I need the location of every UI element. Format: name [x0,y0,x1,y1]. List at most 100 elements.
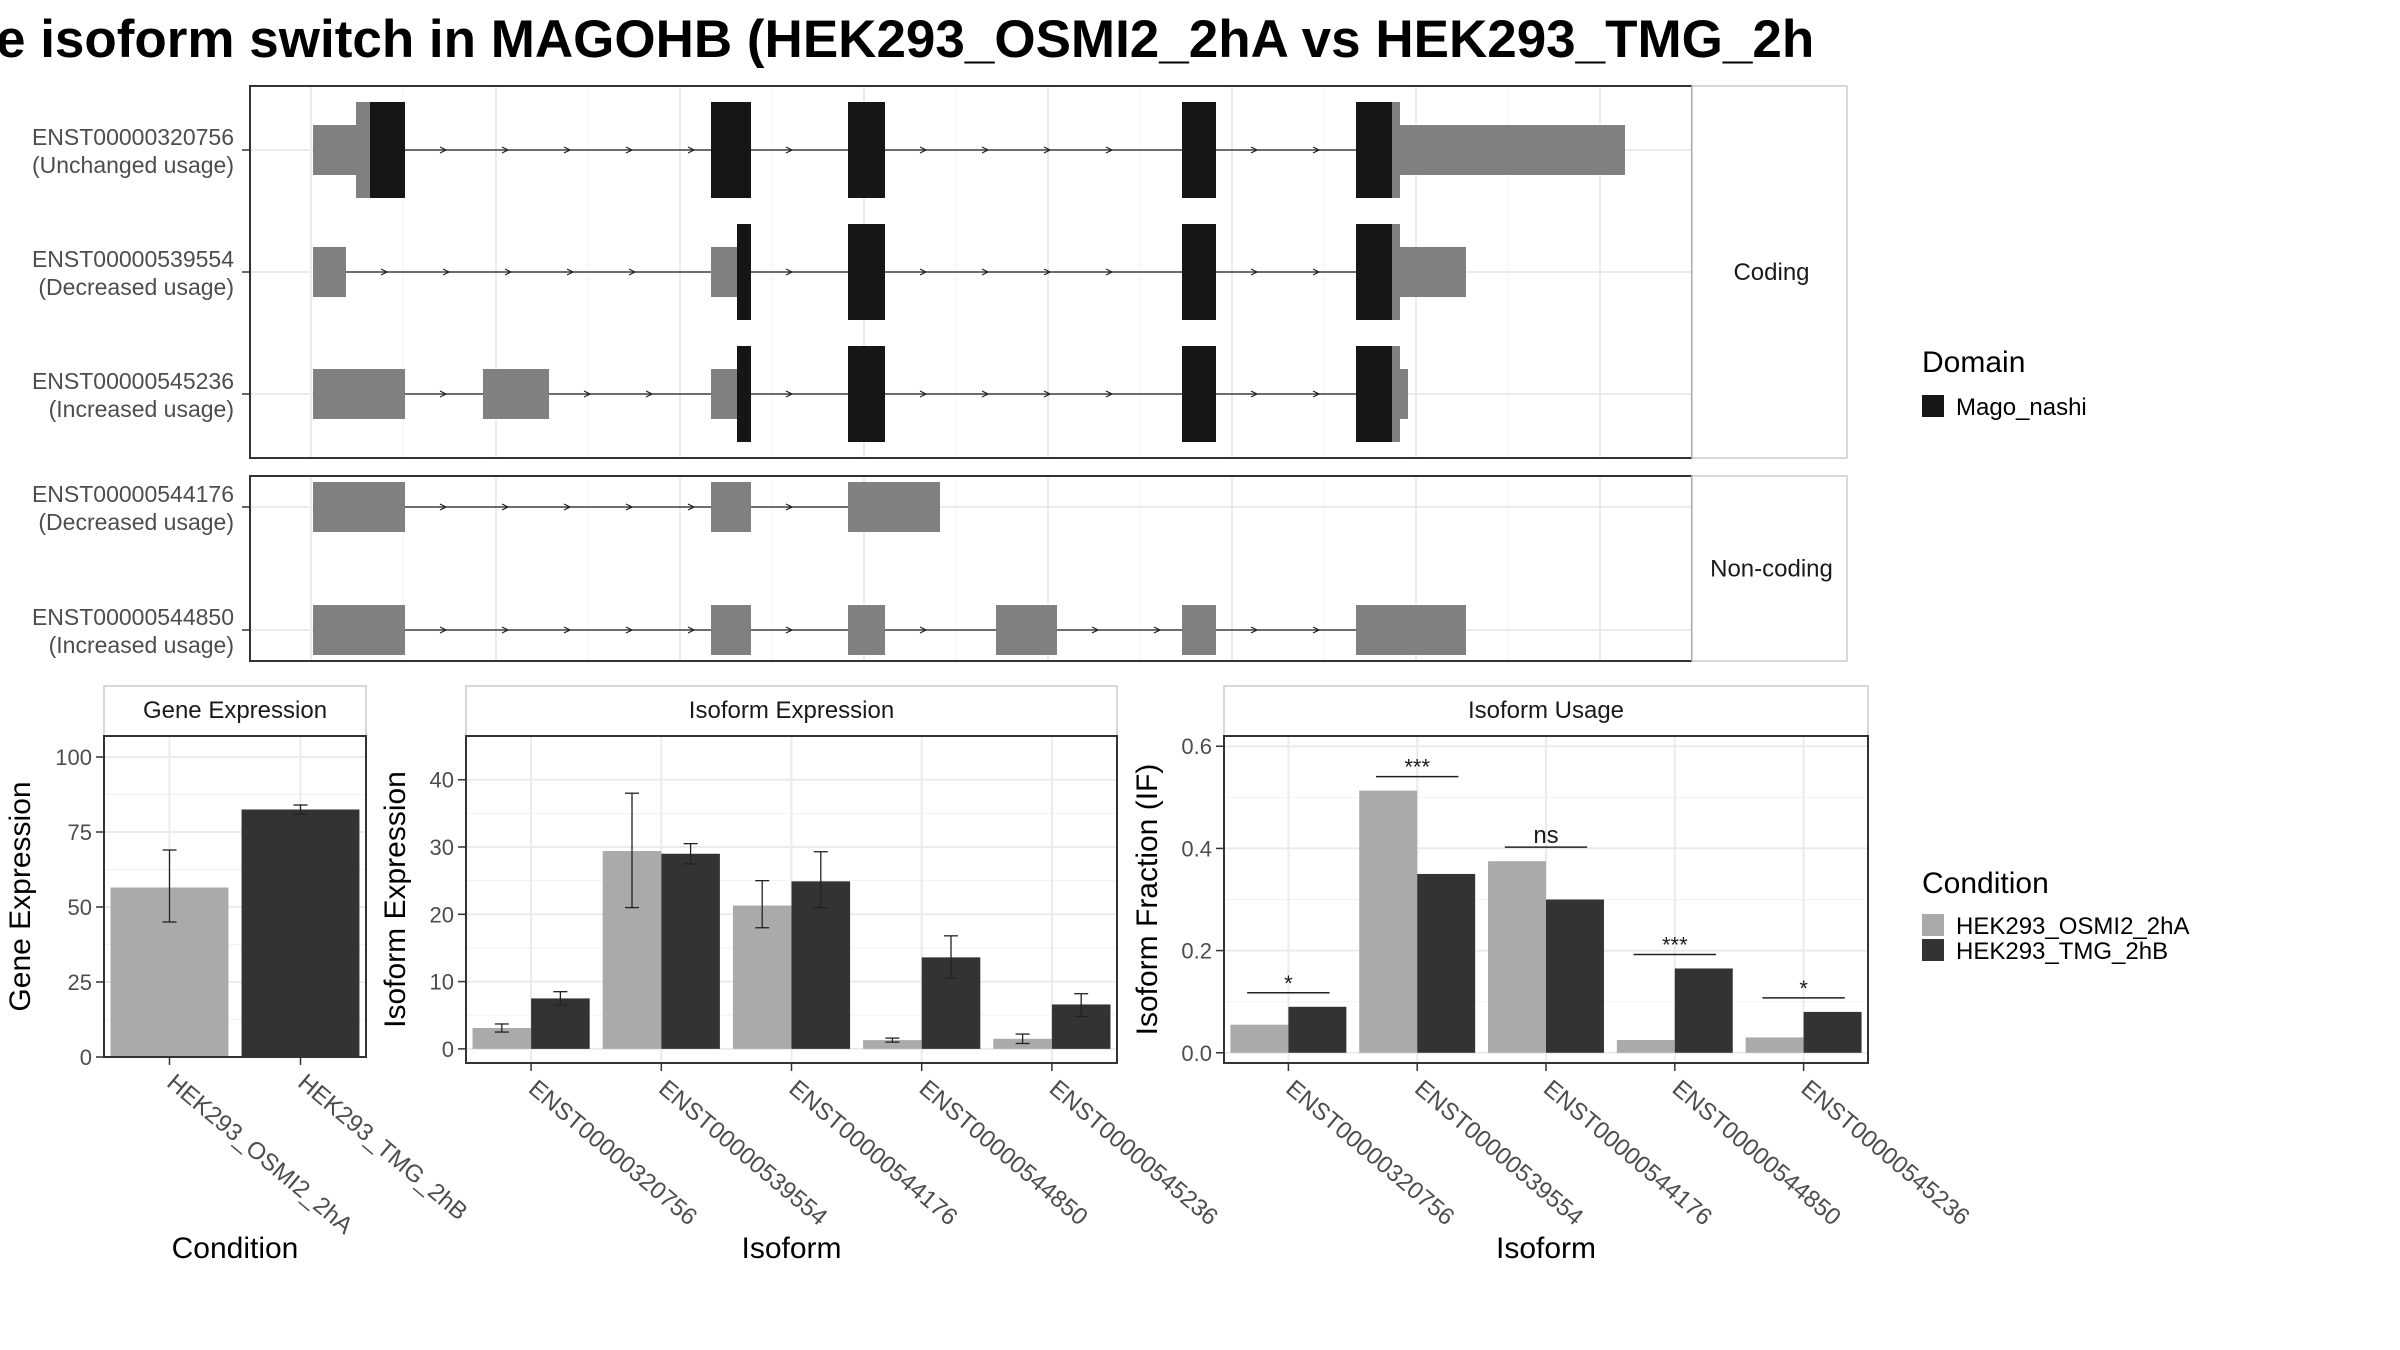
intron-arrow [981,146,990,154]
domain-exon [848,346,885,442]
exon [313,369,405,419]
y-tick-label: 50 [68,895,92,920]
intron-arrow [1250,146,1259,154]
exon [483,369,549,419]
intron-arrow [439,146,448,154]
exon [313,605,405,655]
error-bar [755,880,770,929]
error-bar [162,849,177,923]
bar [863,1040,922,1049]
transcript-ENST00000539554: ENST00000539554(Decreased usage) [32,224,1466,320]
error-bar [293,804,308,815]
bar [1745,1037,1804,1053]
bar [1488,861,1546,1053]
facet-strip [1691,85,1848,459]
significance-label: *** [1662,932,1688,957]
intron-arrow [501,626,510,634]
y-tick-label: 30 [430,835,454,860]
isoform-expression-panel: Isoform Expression010203040ENST000003207… [379,685,1223,1265]
y-tick-label: 0 [442,1037,454,1062]
domain-exon [1356,102,1395,198]
panel-strip [103,685,367,737]
intron-arrow [501,503,510,511]
transcript-ENST00000545236: ENST00000545236(Increased usage) [32,346,1408,442]
significance-label: * [1799,976,1808,1001]
error-bar [1015,1033,1030,1045]
error-bar [885,1037,900,1043]
plot-frame [103,735,367,1058]
transcript-id-label: ENST00000545236 [32,368,234,394]
domain-exon [737,224,751,320]
exon [313,482,405,532]
exon [848,482,940,532]
y-tick-label: 0.6 [1181,734,1212,759]
condition-b-label: HEK293_TMG_2hB [1956,938,2168,965]
transcript-id-label: ENST00000544850 [32,604,234,630]
intron-arrow [981,268,990,276]
bar [1417,873,1476,1053]
intron-arrow [439,390,448,398]
intron-arrow [563,626,572,634]
intron-arrow [1312,268,1321,276]
y-axis-label: Isoform Fraction (IF) [1131,764,1164,1036]
intron-arrow [625,146,634,154]
isoform-usage-panel: Isoform Usage0.00.20.40.6*ENST0000032075… [1131,685,1975,1265]
plot-frame [1223,735,1869,1064]
condition-a-label: HEK293_OSMI2_2hA [1956,913,2189,940]
exon [1392,224,1400,320]
exon [356,102,372,198]
exon [996,605,1057,655]
intron-arrow [919,390,928,398]
exon [1398,125,1625,175]
intron-arrow [919,146,928,154]
significance-label: * [1284,971,1293,996]
transcript-ENST00000320756: ENST00000320756(Unchanged usage) [32,102,1625,198]
intron-arrow [1105,146,1114,154]
bar [1546,899,1604,1053]
exon [313,247,346,297]
domain-exon [370,102,405,198]
intron-arrow [625,626,634,634]
intron-arrow [1043,390,1052,398]
error-bar [553,991,568,1006]
intron-arrow [566,268,575,276]
panel-title: Gene Expression [143,697,327,724]
bar [1674,968,1733,1053]
transcript-usage-label: (Increased usage) [49,396,234,422]
intron-arrow [1312,390,1321,398]
transcript-id-label: ENST00000544176 [32,481,234,507]
panel-title: Isoform Usage [1468,697,1624,724]
intron-arrow [687,503,696,511]
domain-exon [848,102,885,198]
intron-arrow [785,146,794,154]
intron-arrow [442,268,451,276]
intron-arrow [687,626,696,634]
intron-arrow [628,268,637,276]
domain-exon [1182,224,1216,320]
transcript-usage-label: (Decreased usage) [38,509,234,535]
intron-arrow [919,626,928,634]
x-axis-label: Condition [172,1232,299,1265]
domain-legend: Domain Mago_nashi [1922,346,2087,421]
intron-arrow [625,503,634,511]
intron-arrow [1250,268,1259,276]
condition-b-swatch [1922,939,1944,961]
intron-arrow [919,268,928,276]
condition-legend: Condition HEK293_OSMI2_2hA HEK293_TMG_2h… [1922,867,2189,965]
domain-exon [1182,102,1216,198]
intron-arrow [1250,390,1259,398]
intron-arrow [645,390,654,398]
bar [1359,790,1418,1053]
panel-strip [1223,685,1869,737]
exon [1182,605,1216,655]
exon [848,605,885,655]
y-tick-label: 0 [80,1045,92,1070]
x-axis-label: Isoform [1496,1232,1596,1265]
intron-arrow [1091,626,1100,634]
y-tick-label: 10 [430,970,454,995]
y-tick-label: 75 [68,820,92,845]
transcript-usage-label: (Decreased usage) [38,274,234,300]
domain-exon [1356,346,1395,442]
